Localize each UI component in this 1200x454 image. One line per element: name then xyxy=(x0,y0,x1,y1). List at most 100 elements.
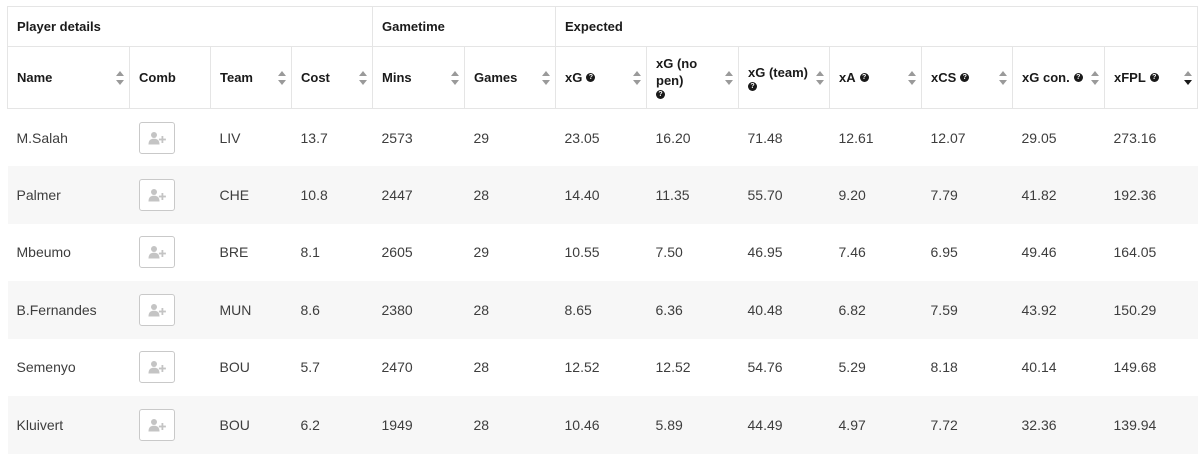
cell-xa: 7.46 xyxy=(838,244,866,261)
cell-games: 28 xyxy=(464,396,556,454)
add-to-comb-button[interactable] xyxy=(138,293,175,326)
col-header-games-label: Games xyxy=(474,70,518,85)
cell-xg-con: 29.05 xyxy=(1021,129,1057,146)
cell-mins: 2470 xyxy=(381,359,413,376)
col-header-xcs-label: xCS xyxy=(931,70,957,85)
cell-cost: 5.7 xyxy=(300,359,320,376)
cell-xg-team: 71.48 xyxy=(747,129,783,146)
sort-arrows-icon[interactable] xyxy=(633,70,642,85)
sort-arrows-icon[interactable] xyxy=(116,70,124,85)
sort-arrows-icon[interactable] xyxy=(278,70,286,85)
sort-arrows-icon[interactable] xyxy=(451,70,460,85)
col-header-xcs[interactable]: xCS? xyxy=(921,46,1014,109)
cell-xfpl: 139.94 xyxy=(1104,396,1198,454)
add-user-icon xyxy=(148,188,166,202)
question-circle-icon[interactable]: ? xyxy=(586,73,596,83)
col-header-xa[interactable]: xA? xyxy=(829,46,923,109)
sort-arrows-icon[interactable] xyxy=(359,70,368,85)
cell-xfpl: 149.68 xyxy=(1113,359,1157,376)
add-to-comb-button[interactable] xyxy=(138,178,175,211)
sort-descending-icon[interactable] xyxy=(1184,70,1193,85)
cell-comb xyxy=(129,281,211,339)
sort-arrows-icon[interactable] xyxy=(816,70,825,85)
cell-team: BOU xyxy=(210,396,292,454)
cell-xfpl: 164.05 xyxy=(1113,244,1157,261)
col-header-name[interactable]: Name xyxy=(7,46,130,109)
col-header-xfpl[interactable]: xFPL? xyxy=(1104,46,1199,109)
player-stats-table: Player details Gametime Expected Name Co… xyxy=(6,6,1199,454)
cell-team: BRE xyxy=(219,244,249,261)
cell-xcs: 7.72 xyxy=(921,396,1013,454)
cell-mins: 1949 xyxy=(372,396,465,454)
cell-xcs: 8.18 xyxy=(930,359,958,376)
table-row: M.Salah LIV 13.7 2573 29 23.05 16.20 71.48 12.61… xyxy=(8,109,1198,167)
cell-comb xyxy=(129,396,211,454)
question-circle-icon[interactable]: ? xyxy=(859,73,869,83)
col-header-xg-con[interactable]: xG con.? xyxy=(1012,46,1106,109)
question-circle-icon[interactable]: ? xyxy=(656,90,666,99)
cell-xg: 23.05 xyxy=(564,129,600,146)
cell-name: M.Salah xyxy=(16,129,68,146)
cell-games: 28 xyxy=(464,166,556,224)
col-header-xg-team[interactable]: xG (team) ? xyxy=(738,46,831,109)
column-header-row: Name Comb Team Cost Mins Games xyxy=(7,46,1199,109)
sort-arrows-icon[interactable] xyxy=(999,70,1008,85)
column-group-row: Player details Gametime Expected xyxy=(6,6,1199,47)
question-circle-icon[interactable]: ? xyxy=(1073,73,1083,83)
add-to-comb-button[interactable] xyxy=(138,408,175,441)
question-circle-icon[interactable]: ? xyxy=(748,81,758,91)
cell-xg-team: 44.49 xyxy=(738,396,830,454)
add-to-comb-button[interactable] xyxy=(138,236,175,269)
cell-xa: 5.29 xyxy=(838,359,866,376)
sort-arrows-icon[interactable] xyxy=(1091,70,1100,85)
cell-xg: 10.46 xyxy=(555,396,647,454)
col-header-xg-no-pen[interactable]: xG (no pen) ? xyxy=(646,46,740,109)
col-header-cost[interactable]: Cost xyxy=(290,46,374,109)
cell-cost: 6.2 xyxy=(291,396,373,454)
col-header-team[interactable]: Team xyxy=(210,46,292,109)
col-header-comb-label: Comb xyxy=(139,70,176,85)
cell-xg-team: 55.70 xyxy=(738,166,830,224)
cell-comb xyxy=(130,224,211,282)
question-circle-icon[interactable]: ? xyxy=(1149,73,1159,83)
sort-arrows-icon[interactable] xyxy=(725,70,734,85)
cell-cost: 8.6 xyxy=(291,281,373,339)
col-header-xg-no-pen-label: xG (no pen) xyxy=(656,56,698,88)
col-header-name-label: Name xyxy=(17,70,53,85)
cell-team: MUN xyxy=(210,281,292,339)
stats-table-container: Player details Gametime Expected Name Co… xyxy=(6,6,1199,454)
cell-xg-team: 46.95 xyxy=(747,244,783,261)
sort-arrows-icon[interactable] xyxy=(908,70,917,85)
cell-xg-team: 40.48 xyxy=(738,281,830,339)
add-user-icon xyxy=(148,418,166,432)
cell-xg-no-pen: 16.20 xyxy=(655,129,691,146)
col-header-mins[interactable]: Mins xyxy=(372,46,466,109)
cell-xg-no-pen: 12.52 xyxy=(655,359,691,376)
col-header-mins-label: Mins xyxy=(382,70,412,85)
sort-arrows-icon[interactable] xyxy=(542,70,551,85)
table-row: Kluivert BOU 6.2 1949 28 10.46 5.89 44.49 4.97 7.… xyxy=(7,396,1198,454)
col-header-xg-team-label: xG (team) xyxy=(748,64,808,80)
col-header-games[interactable]: Games xyxy=(464,46,557,109)
add-user-icon xyxy=(148,361,166,374)
cell-games: 28 xyxy=(464,281,556,339)
cell-xcs: 6.95 xyxy=(930,244,958,261)
cell-name: Mbeumo xyxy=(16,244,71,261)
table-row: Mbeumo BRE 8.1 2605 29 10.55 7.50 46.95 7.46 6.95… xyxy=(8,224,1198,282)
cell-xcs: 7.79 xyxy=(921,166,1013,224)
cell-team: CHE xyxy=(210,166,292,224)
add-to-comb-button[interactable] xyxy=(138,351,175,384)
add-user-icon xyxy=(148,131,166,144)
add-to-comb-button[interactable] xyxy=(138,121,175,154)
cell-mins: 2573 xyxy=(381,129,413,146)
col-header-xg[interactable]: xG? xyxy=(555,46,648,109)
cell-cost: 10.8 xyxy=(291,166,373,224)
cell-cost: 13.7 xyxy=(300,129,328,146)
cell-xg-no-pen: 5.89 xyxy=(646,396,739,454)
cell-xg: 12.52 xyxy=(564,359,600,376)
cell-mins: 2605 xyxy=(381,244,413,261)
cell-comb xyxy=(130,339,211,397)
table-body: M.Salah LIV 13.7 2573 29 23.05 16.20 71.48 12.61… xyxy=(7,109,1198,454)
cell-name: Palmer xyxy=(7,166,130,224)
question-circle-icon[interactable]: ? xyxy=(960,73,970,83)
